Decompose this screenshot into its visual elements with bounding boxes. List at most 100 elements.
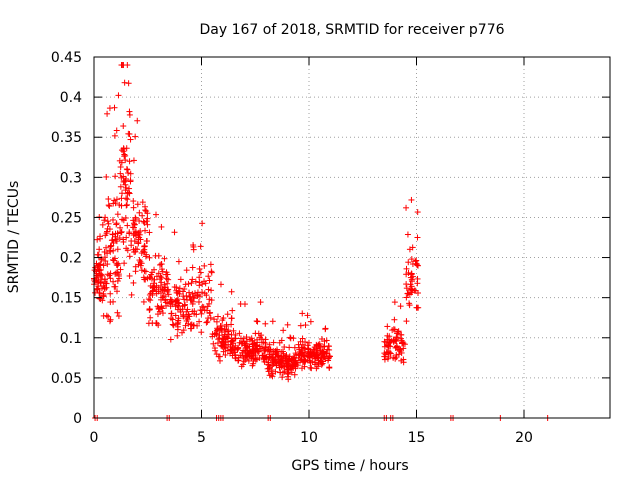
data-point xyxy=(189,264,196,271)
data-point xyxy=(389,327,396,334)
data-point xyxy=(203,307,210,314)
data-point xyxy=(382,339,389,346)
axis-ticks xyxy=(93,56,610,419)
data-point xyxy=(381,356,388,363)
data-point xyxy=(393,354,400,361)
data-point xyxy=(197,243,204,250)
data-point xyxy=(141,243,148,250)
data-point xyxy=(162,271,169,278)
data-point xyxy=(279,374,286,381)
data-point xyxy=(180,327,187,334)
data-point xyxy=(111,104,118,111)
data-point xyxy=(172,303,179,310)
data-point xyxy=(107,290,114,297)
data-point xyxy=(385,353,392,360)
data-point xyxy=(106,203,113,210)
data-point xyxy=(142,207,149,214)
data-point xyxy=(414,261,421,268)
data-point xyxy=(130,204,137,211)
data-point xyxy=(315,342,322,349)
data-point xyxy=(305,352,312,359)
data-point xyxy=(130,279,137,286)
data-point xyxy=(181,296,188,303)
data-point xyxy=(218,342,225,349)
data-point xyxy=(128,291,135,298)
data-point xyxy=(168,310,175,317)
data-point xyxy=(180,293,187,300)
y-tick-label: 0.1 xyxy=(60,331,82,347)
data-point xyxy=(149,269,156,276)
data-point xyxy=(208,297,215,304)
data-point xyxy=(122,187,129,194)
data-point xyxy=(253,318,260,325)
data-point xyxy=(243,338,250,345)
data-point xyxy=(136,217,143,224)
data-point xyxy=(130,198,137,205)
data-point xyxy=(264,365,271,372)
data-point xyxy=(403,294,410,301)
plot-frame xyxy=(93,56,611,419)
data-point xyxy=(188,280,195,287)
data-point xyxy=(196,318,203,325)
data-point xyxy=(104,110,111,117)
data-point xyxy=(236,330,243,337)
data-point xyxy=(317,357,324,364)
data-point xyxy=(225,341,232,348)
data-point xyxy=(158,296,165,303)
data-point xyxy=(120,145,127,152)
data-point xyxy=(135,236,142,243)
y-axis-label: SRMTID / TECUs xyxy=(6,181,22,294)
data-point xyxy=(122,181,129,188)
data-point xyxy=(161,255,168,262)
data-point xyxy=(144,221,151,228)
data-point xyxy=(186,289,193,296)
data-point xyxy=(196,274,203,281)
data-point xyxy=(196,265,203,272)
data-point xyxy=(140,274,147,281)
data-point xyxy=(301,353,308,360)
data-point xyxy=(414,234,421,241)
data-point xyxy=(228,288,235,295)
data-point xyxy=(117,164,124,171)
data-point xyxy=(292,365,299,372)
data-point xyxy=(269,358,276,365)
data-point xyxy=(305,339,312,346)
data-point xyxy=(264,347,271,354)
data-point xyxy=(268,351,275,358)
data-point xyxy=(110,200,117,207)
data-point xyxy=(102,232,109,239)
data-point xyxy=(106,247,113,254)
data-point xyxy=(301,345,308,352)
x-tick-labels: 0 5 10 15 20 xyxy=(90,430,533,446)
data-point xyxy=(114,309,121,316)
data-point xyxy=(97,296,104,303)
data-point xyxy=(109,216,116,223)
data-point xyxy=(158,223,165,230)
data-point xyxy=(228,315,235,322)
data-point xyxy=(117,183,124,190)
data-point xyxy=(395,351,402,358)
data-point xyxy=(174,332,181,339)
data-point xyxy=(167,336,174,343)
data-point xyxy=(221,326,228,333)
data-point xyxy=(157,273,164,280)
data-point xyxy=(124,196,131,203)
data-point xyxy=(305,346,312,353)
data-point xyxy=(286,344,293,351)
data-point xyxy=(129,224,136,231)
data-point xyxy=(113,127,120,134)
data-point xyxy=(105,202,112,209)
data-point xyxy=(107,270,114,277)
data-point xyxy=(124,222,131,229)
data-point xyxy=(134,246,141,253)
data-point xyxy=(151,276,158,283)
data-point xyxy=(123,195,130,202)
data-point xyxy=(326,354,333,361)
data-point xyxy=(212,330,219,337)
data-point xyxy=(385,342,392,349)
data-point xyxy=(104,250,111,257)
data-point xyxy=(119,190,126,197)
data-point xyxy=(299,365,306,372)
data-point xyxy=(291,354,298,361)
data-point xyxy=(408,270,415,277)
